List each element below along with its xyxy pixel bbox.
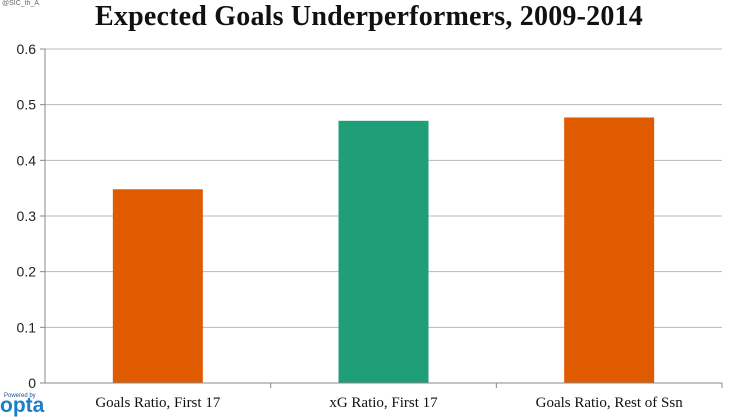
y-tick-label: 0 <box>28 375 36 391</box>
y-tick-label: 0.6 <box>17 41 37 57</box>
axes <box>40 48 723 388</box>
y-tick-label: 0.4 <box>17 152 37 168</box>
opta-logo: Powered by opta <box>0 393 45 417</box>
y-tick-label: 0.5 <box>17 97 37 113</box>
bar <box>338 120 429 383</box>
x-tick-label: xG Ratio, First 17 <box>329 395 438 411</box>
bar <box>112 189 203 383</box>
opta-brand: opta <box>0 394 45 417</box>
bar <box>564 117 655 383</box>
x-tick-label: Goals Ratio, First 17 <box>95 395 221 411</box>
watermark: @SIC_th_A <box>2 0 40 7</box>
powered-by-text: Powered by <box>4 393 36 399</box>
chart-title: Expected Goals Underperformers, 2009-201… <box>95 1 643 32</box>
y-tick-label: 0.3 <box>17 208 37 224</box>
bars <box>112 117 655 383</box>
y-tick-label: 0.2 <box>17 264 37 280</box>
x-tick-label: Goals Ratio, Rest of Ssn <box>536 395 684 411</box>
labels: 0 0.1 0.2 0.3 0.4 0.5 0.6 Goals Ratio, First 17… <box>17 41 684 411</box>
y-tick-label: 0.1 <box>17 319 37 335</box>
